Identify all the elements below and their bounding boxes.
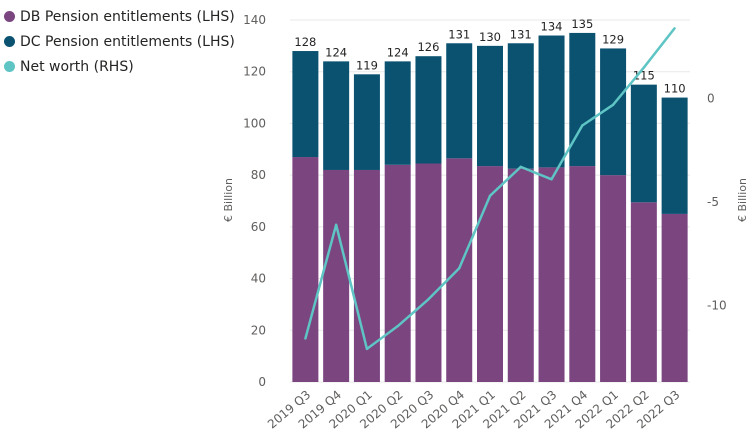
net-worth-point-2021-q2 (519, 165, 522, 169)
total-label-2019-q4: 124 (325, 45, 347, 59)
left-tick-0: 0 (258, 375, 266, 389)
legend-item-db[interactable]: DB Pension entitlements (LHS) (4, 4, 235, 29)
bar-db-2020-q3 (415, 163, 442, 382)
total-label-2020-q1: 119 (356, 58, 378, 72)
legend-item-net-worth[interactable]: Net worth (RHS) (4, 54, 235, 79)
total-labels: 128 124 119 124 126 131 130 131 134 135 129 115 110 (294, 17, 685, 96)
net-worth-point-2020-q3 (427, 298, 430, 301)
bar-dc-2020-q4 (446, 43, 473, 159)
legend-label-db: DB Pension entitlements (LHS) (20, 8, 235, 25)
net-worth-point-2020-q2 (396, 324, 399, 328)
bar-db-2020-q2 (384, 164, 411, 382)
legend-swatch-dc (4, 36, 15, 47)
bar-db-2019-q3 (292, 157, 319, 382)
legend-item-dc[interactable]: DC Pension entitlements (LHS) (4, 29, 235, 54)
bar-dc-2021-q4 (569, 32, 596, 167)
total-label-2021-q3: 134 (541, 20, 563, 34)
bar-db-2021-q4 (569, 166, 596, 382)
chart-legend: DB Pension entitlements (LHS) DC Pension… (4, 4, 235, 79)
legend-label-dc: DC Pension entitlements (LHS) (20, 33, 235, 50)
legend-swatch-db (4, 11, 15, 22)
bar-dc-2021-q2 (507, 43, 534, 169)
right-tick-0: 0 (707, 92, 715, 106)
total-label-2021-q4: 135 (571, 17, 593, 31)
total-label-2019-q3: 128 (294, 35, 316, 49)
bar-dc-2021-q1 (477, 45, 503, 167)
left-tick-40: 40 (251, 272, 266, 286)
bar-db-2021-q3 (538, 167, 565, 382)
left-tick-20: 20 (251, 323, 266, 337)
net-worth-point-2019-q3 (304, 337, 307, 340)
bar-dc-2020-q1 (353, 74, 380, 170)
total-label-2021-q1: 130 (479, 30, 501, 44)
net-worth-point-2019-q4 (334, 223, 338, 226)
bar-db-2022-q3 (661, 213, 688, 382)
bar-dc-2020-q3 (415, 56, 442, 164)
bar-db-2022-q2 (630, 202, 657, 382)
total-label-2021-q2: 131 (510, 27, 532, 41)
total-label-2022-q3: 110 (664, 82, 686, 96)
total-label-2022-q1: 129 (602, 32, 624, 46)
right-axis: -10 -5 0 (707, 92, 727, 313)
left-tick-120: 120 (243, 65, 266, 79)
net-worth-point-2022-q1 (611, 103, 615, 107)
bar-db-2021-q1 (477, 166, 503, 382)
bar-dc-2020-q2 (384, 61, 411, 165)
total-label-2020-q3: 126 (417, 40, 439, 54)
bar-db-2019-q4 (323, 169, 350, 382)
bars (292, 32, 688, 382)
bar-dc-2019-q3 (292, 51, 319, 158)
bar-db-2022-q1 (600, 175, 627, 382)
net-worth-point-2021-q1 (488, 194, 492, 198)
left-axis: 0 20 40 60 80 100 120 140 (243, 13, 266, 389)
bar-dc-2022-q2 (630, 84, 657, 203)
total-label-2020-q4: 131 (448, 27, 470, 41)
left-tick-140: 140 (243, 13, 266, 27)
net-worth-point-2020-q4 (458, 267, 461, 270)
right-axis-title: € Billion (736, 178, 749, 222)
bar-dc-2022-q3 (661, 97, 688, 214)
right-tick--10: -10 (707, 298, 727, 312)
net-worth-point-2022-q3 (673, 27, 676, 30)
net-worth-point-2022-q2 (642, 66, 646, 69)
left-tick-60: 60 (251, 220, 266, 234)
bar-db-2020-q1 (353, 169, 380, 382)
bar-dc-2021-q3 (538, 35, 565, 168)
right-tick--5: -5 (707, 195, 719, 209)
total-label-2020-q2: 124 (387, 45, 409, 59)
bar-db-2020-q4 (446, 158, 473, 382)
legend-label-net-worth: Net worth (RHS) (20, 58, 134, 75)
legend-swatch-net-worth (4, 61, 15, 72)
net-worth-line-group (304, 27, 676, 351)
net-worth-point-2021-q4 (581, 124, 584, 127)
bar-dc-2019-q4 (323, 61, 350, 170)
left-axis-title: € Billion (222, 178, 235, 222)
bar-db-2021-q2 (507, 168, 534, 382)
net-worth-point-2021-q3 (550, 178, 553, 181)
net-worth-point-2020-q1 (365, 347, 369, 351)
total-label-2022-q2: 115 (633, 69, 655, 83)
left-tick-80: 80 (251, 168, 266, 182)
left-tick-100: 100 (243, 116, 266, 130)
